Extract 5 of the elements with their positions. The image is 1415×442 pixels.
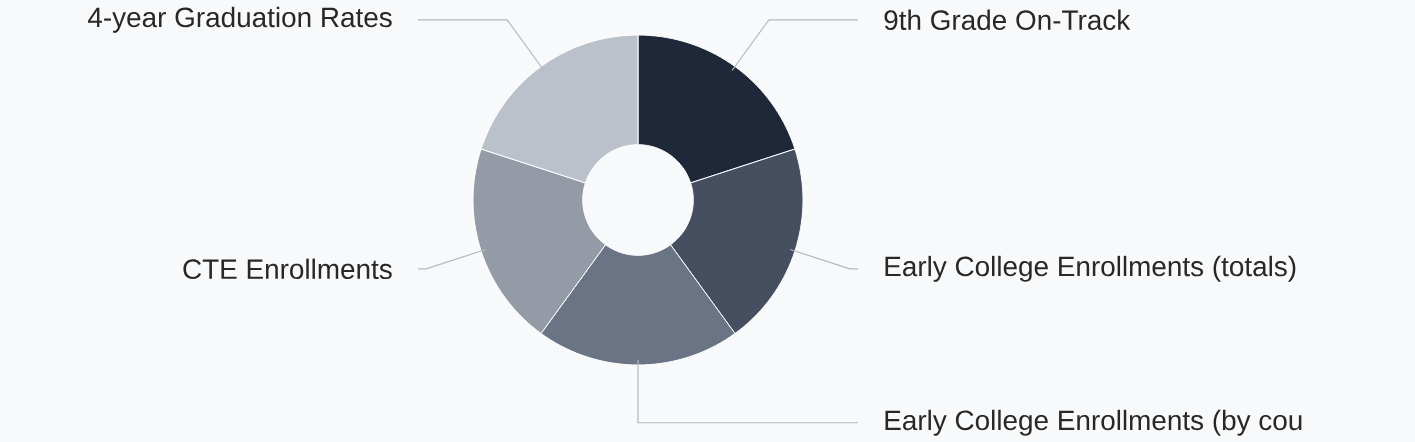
slice-label: Early College Enrollments (totals)	[885, 255, 1296, 282]
slice-label: Early College Enrollments (by cou	[885, 409, 1302, 436]
slice-label: CTE Enrollments	[183, 258, 392, 280]
slice-label: 9th Grade On-Track	[884, 9, 1131, 31]
slice-label: 4-year Graduation Rates	[87, 6, 392, 33]
